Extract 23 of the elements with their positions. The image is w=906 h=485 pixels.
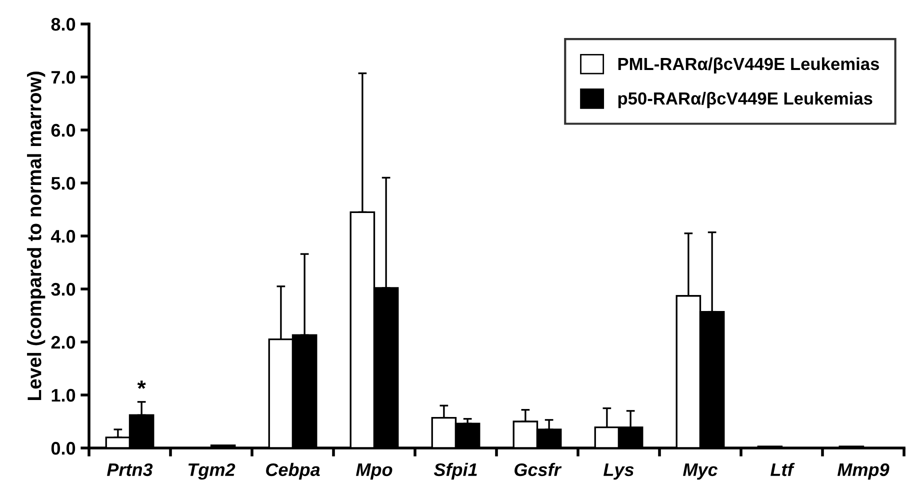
y-tick-label: 4.0 — [50, 230, 76, 243]
y-tick-label: 5.0 — [51, 176, 76, 190]
y-tick-label: 0.0 — [51, 442, 76, 455]
annotation: * — [137, 380, 146, 389]
y-axis-title: Level (compared to normal marrow) — [27, 72, 46, 400]
x-tick-label: Ltf — [770, 462, 795, 476]
x-tick-label: Cebpa — [266, 462, 320, 480]
legend-label: PML-RARα/βcV449E Leukemias — [618, 57, 879, 74]
x-tick-label: Gcsfr — [514, 462, 562, 476]
x-tick-label: Tgm2 — [188, 463, 236, 480]
y-tick-label: 8.0 — [51, 18, 76, 31]
x-tick-label: Mmp9 — [837, 463, 890, 480]
x-tick-label: Mpo — [356, 464, 392, 480]
legend-label: p50-RARα/βcV449E Leukemias — [618, 92, 872, 108]
y-tick-label: 6.0 — [51, 124, 76, 137]
y-tick-label: 1.0 — [52, 388, 76, 402]
x-tick-label: Myc — [683, 464, 718, 480]
x-tick-label: Lys — [604, 464, 634, 480]
y-tick-label: 7.0 — [51, 70, 76, 84]
x-tick-label: Prtn3 — [106, 463, 153, 476]
x-tick-label: Sfpi1 — [434, 462, 477, 480]
y-tick-label: 2.0 — [51, 336, 76, 349]
y-tick-label: 3.0 — [51, 282, 76, 296]
